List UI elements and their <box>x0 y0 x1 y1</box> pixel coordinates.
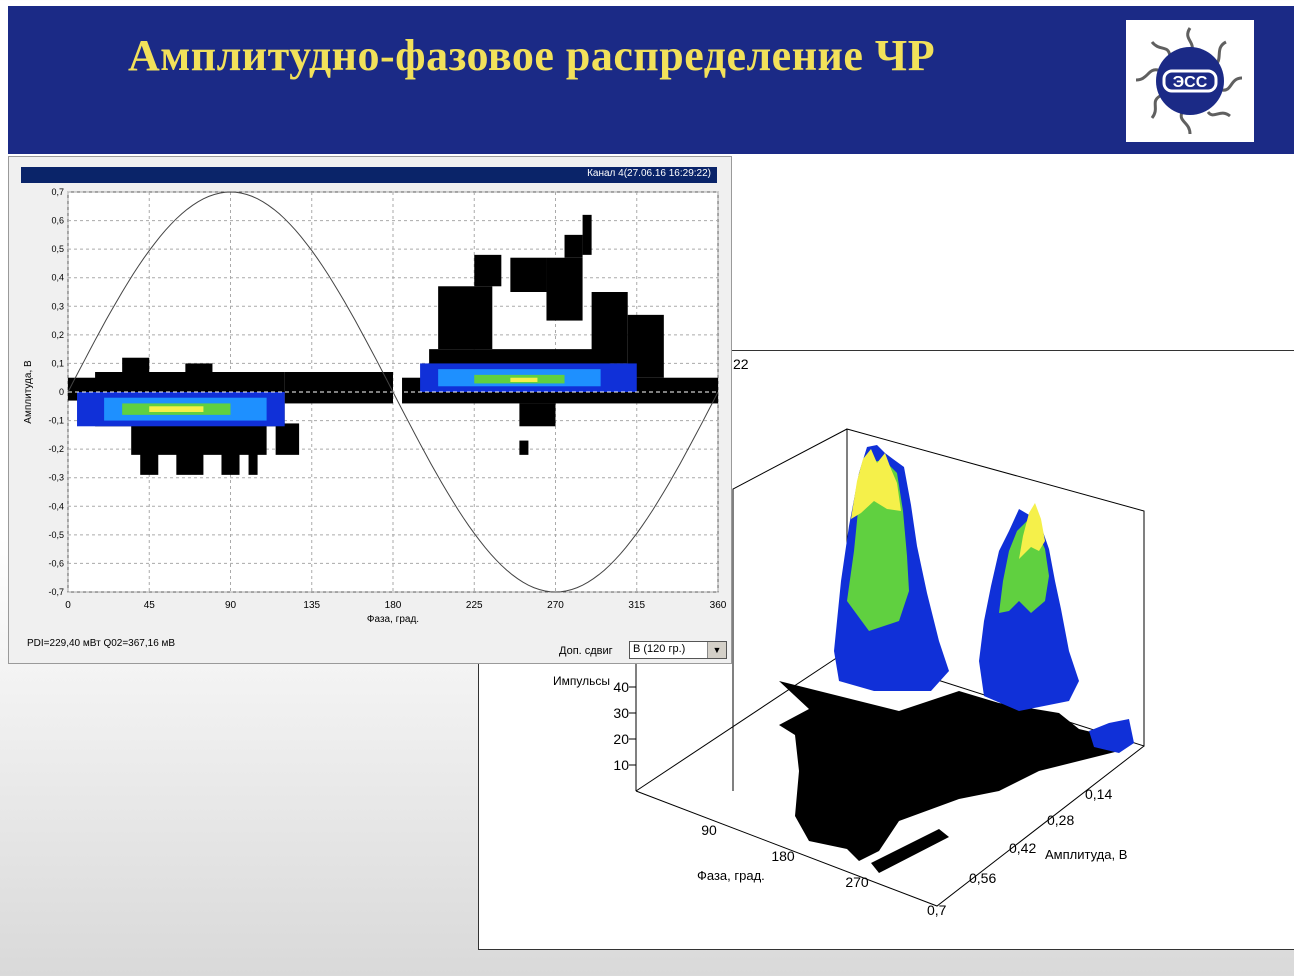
z-tick-label: 30 <box>613 705 629 721</box>
x-axis-label: Фаза, град. <box>697 868 765 883</box>
y-tick-label: -0,1 <box>48 416 64 426</box>
reference-sine-curve <box>67 191 719 593</box>
y-tick-label: 0,42 <box>1009 840 1036 856</box>
pd-density-cell-black <box>474 254 502 287</box>
y-tick-label: 0,2 <box>51 330 64 340</box>
x-tick-label: 360 <box>710 600 727 611</box>
x-tick-label: 45 <box>144 600 156 611</box>
x-tick-label: 270 <box>547 600 564 611</box>
z-axis-label: Импульсы <box>553 674 610 688</box>
slide-title: Амплитудно-фазовое распределение ЧР <box>128 31 936 80</box>
pd-density-cell-black <box>564 234 583 258</box>
pd-density-cell-yellow <box>510 377 538 382</box>
x-tick-label: 90 <box>225 600 237 611</box>
pd-density-cell-black <box>519 440 529 455</box>
corner-label: 22 <box>733 356 749 372</box>
floor-stripe-black <box>871 829 949 873</box>
x-tick-label: 90 <box>701 822 717 838</box>
pd-density-cell-black <box>510 257 547 292</box>
y-tick-label: -0,2 <box>48 444 64 454</box>
y-tick-label: 0,7 <box>927 902 947 918</box>
y-tick-label: -0,6 <box>48 558 64 568</box>
y-axis-label: Амплитуда, В <box>1045 847 1127 862</box>
left-wall-edge <box>732 428 848 791</box>
y-tick-label: 0,4 <box>51 273 64 283</box>
y-tick-label: 0,3 <box>51 301 64 311</box>
y-tick-label: 0,6 <box>51 216 64 226</box>
pd-density-cell-black <box>248 449 258 475</box>
y-tick-label: -0,3 <box>48 473 64 483</box>
z-tick-label: 20 <box>613 731 629 747</box>
y-tick-label: 0,1 <box>51 358 64 368</box>
pd-density-cell-black <box>284 372 393 404</box>
chevron-down-icon[interactable]: ▼ <box>707 642 726 658</box>
phase-shift-value: В (120 гр.) <box>633 643 686 655</box>
y-tick-label: -0,4 <box>48 501 64 511</box>
floor-pulses-black <box>779 681 1129 861</box>
chart-caption-title: Канал 4(27.06.16 16:29:22) <box>587 168 711 179</box>
y-tick-label: -0,5 <box>48 530 64 540</box>
floor-left-edge <box>635 650 848 792</box>
phase-shift-label: Доп. сдвиг <box>559 645 613 657</box>
pd-density-cell-black <box>591 292 628 364</box>
pd-density-cell-black <box>122 357 150 378</box>
logo-text: ЭСС <box>1173 74 1208 91</box>
pd-density-cell-black <box>176 449 204 475</box>
pd-density-cell-black <box>546 257 583 321</box>
z-tick-label: 10 <box>613 757 629 773</box>
pd-density-cell-yellow <box>149 406 204 412</box>
x-tick-label: 270 <box>845 874 869 890</box>
pd-density-cell-black <box>221 449 240 475</box>
z-tick-label: 40 <box>613 679 629 695</box>
slide-header: Амплитудно-фазовое распределение ЧР ЭСС <box>8 6 1294 154</box>
pd-density-cell-black <box>438 286 493 350</box>
pd-density-cell-black <box>519 403 556 427</box>
surface-peak-2-yellow <box>1019 503 1045 559</box>
y-axis-label: Амплитуда, В <box>23 360 34 424</box>
y-tick-label: 0,28 <box>1047 812 1074 828</box>
surface-peak-1-yellow <box>851 449 901 519</box>
x-tick-label: 135 <box>303 600 320 611</box>
x-tick-label: 225 <box>466 600 483 611</box>
x-tick-label: 0 <box>65 600 71 611</box>
company-logo: ЭСС <box>1126 20 1254 142</box>
phase-shift-select[interactable]: В (120 гр.) ▼ <box>629 641 727 659</box>
y-tick-label: 0 <box>59 387 64 397</box>
chart-caption-bar: Канал 4(27.06.16 16:29:22) <box>21 167 717 183</box>
pd-density-cell-black <box>185 363 213 378</box>
pd-density-cell-black <box>140 449 159 475</box>
y-tick-label: 0,5 <box>51 244 64 254</box>
pd-density-cell-black <box>275 423 300 455</box>
floor-front-edge <box>635 745 1145 907</box>
y-tick-label: -0,7 <box>48 587 64 597</box>
y-tick-label: 0,7 <box>51 187 64 197</box>
y-tick-label: 0,14 <box>1085 786 1112 802</box>
y-tick-label: 0,56 <box>969 870 996 886</box>
x-axis-label: Фаза, град. <box>367 614 419 625</box>
x-tick-label: 180 <box>771 848 795 864</box>
x-tick-label: 180 <box>385 600 402 611</box>
x-tick-label: 315 <box>628 600 645 611</box>
surface-ridge-blue <box>1089 719 1134 753</box>
surface-3d-chart: 221020304030Импульсы90180270Фаза, град.0… <box>553 356 1145 918</box>
pd-density-cell-black <box>582 214 592 255</box>
phase-resolved-heatmap: 0 45 90 135 180 225 270 315 360 0,7 0,6 0,5 0,4 0,3 0,… <box>23 187 727 625</box>
pd-statistics: PDI=229,40 мВт Q02=367,16 мВ <box>27 638 176 649</box>
phase-resolved-window: Канал 4(27.06.16 16:29:22) 0 45 90 135 180 22… <box>8 156 732 664</box>
